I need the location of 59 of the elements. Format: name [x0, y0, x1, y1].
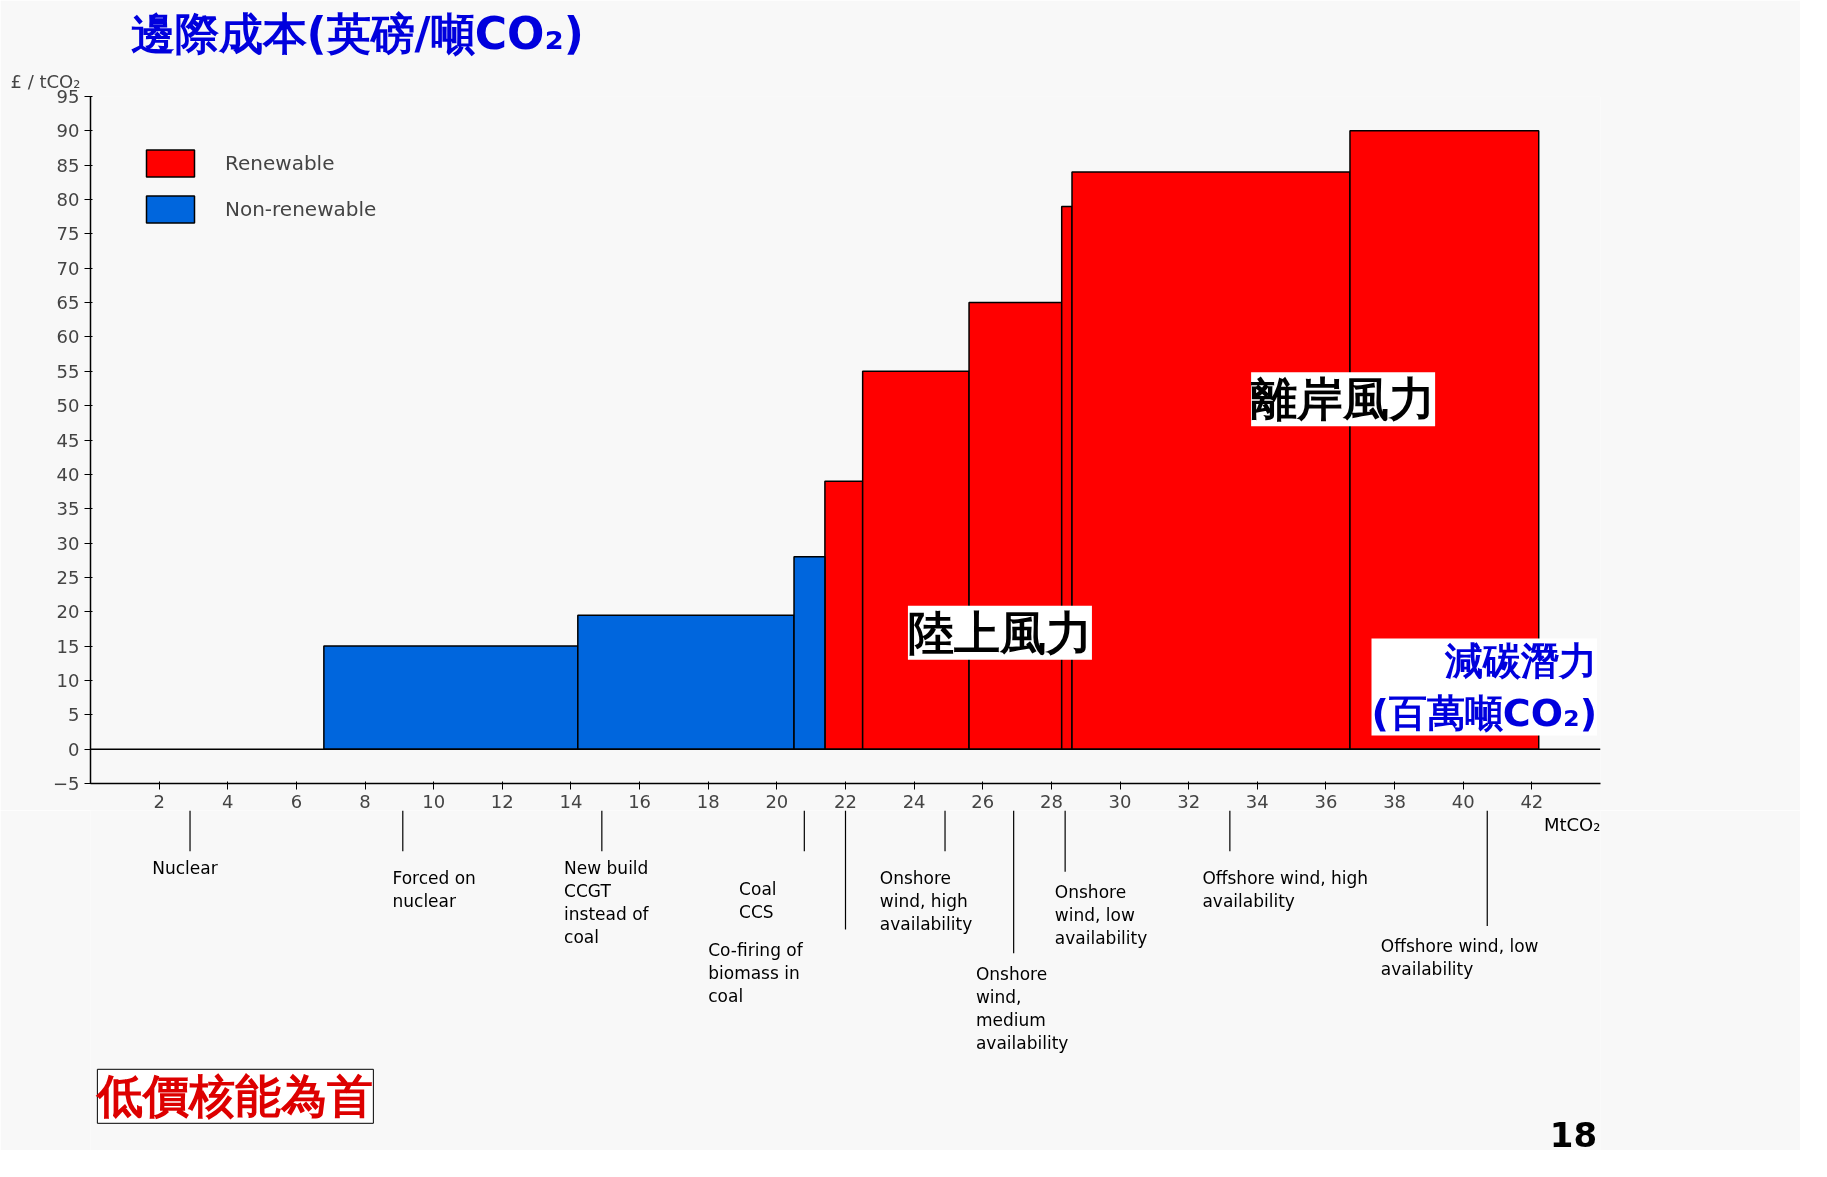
y-tick-label: 20	[56, 601, 80, 623]
y-tick-label: 80	[56, 189, 80, 211]
annotation: 減碳潛力 (百萬噸CO₂)	[1371, 638, 1598, 736]
text: 18	[1549, 1115, 1598, 1156]
x-tick-label: 18	[696, 790, 720, 812]
y-tick-label: 55	[56, 360, 80, 382]
annotation: 陸上風力	[907, 605, 1092, 660]
text: Onshore wind, low availability	[1054, 881, 1148, 948]
text: Co-firing of biomass in coal	[708, 939, 804, 1006]
x-axis-title: MtCO₂	[1543, 813, 1601, 835]
text: Offshore wind, low availability	[1380, 936, 1539, 980]
text: Nuclear	[152, 858, 218, 879]
text: Offshore wind, high availability	[1202, 868, 1369, 912]
y-tick-label: 85	[56, 154, 80, 176]
legend-label: Non-renewable	[225, 197, 377, 221]
x-tick-label: 8	[359, 790, 371, 812]
x-tick-label: 36	[1314, 790, 1338, 812]
annotation: 離岸風力	[1250, 372, 1436, 427]
y-tick-label: 45	[56, 429, 80, 451]
x-tick-label: 2	[153, 790, 165, 812]
text: Onshore wind, high availability	[879, 868, 973, 935]
text: New build CCGT instead of coal	[564, 858, 650, 948]
y-tick-label: 60	[56, 326, 80, 348]
text: Coal CCS	[739, 878, 777, 922]
x-tick-label: 40	[1451, 790, 1475, 812]
y-tick-label: 40	[56, 463, 80, 485]
x-tick-label: 30	[1108, 790, 1132, 812]
y-tick-label: 0	[68, 738, 80, 760]
x-tick-label: 4	[222, 790, 234, 812]
y-tick-label: 50	[56, 395, 80, 417]
x-tick-label: 12	[490, 790, 514, 812]
chart-title: 邊際成本(英磅/噸CO₂)	[130, 7, 584, 59]
x-tick-label: 32	[1177, 790, 1201, 812]
x-tick-label: 28	[1039, 790, 1063, 812]
x-tick-label: 26	[971, 790, 995, 812]
y-tick-label: 30	[56, 532, 80, 554]
legend-label: Renewable	[225, 151, 335, 175]
x-tick-label: 22	[834, 790, 857, 812]
y-tick-label: 70	[56, 257, 80, 279]
text: Forced on nuclear	[392, 868, 476, 912]
x-tick-label: 16	[628, 790, 652, 812]
y-tick-label: 5	[68, 704, 80, 726]
x-tick-label: 10	[422, 790, 446, 812]
x-tick-label: 6	[290, 790, 303, 812]
y-tick-label: 75	[56, 223, 80, 245]
y-tick-label: 65	[56, 292, 80, 314]
x-tick-label: 14	[559, 790, 583, 812]
x-tick-label: 20	[765, 790, 789, 812]
x-tick-label: 34	[1245, 790, 1269, 812]
y-tick-label: 25	[56, 566, 80, 588]
y-tick-label: 90	[56, 120, 80, 142]
y-tick-label: 10	[56, 669, 80, 691]
y-tick-label: −5	[52, 773, 80, 794]
x-tick-label: 38	[1383, 790, 1407, 812]
x-tick-label: 42	[1520, 790, 1544, 812]
y-tick-label: 15	[56, 635, 80, 657]
text: Onshore wind, medium availability	[975, 963, 1069, 1053]
x-tick-label: 24	[902, 790, 926, 812]
y-tick-label: 35	[56, 498, 80, 520]
